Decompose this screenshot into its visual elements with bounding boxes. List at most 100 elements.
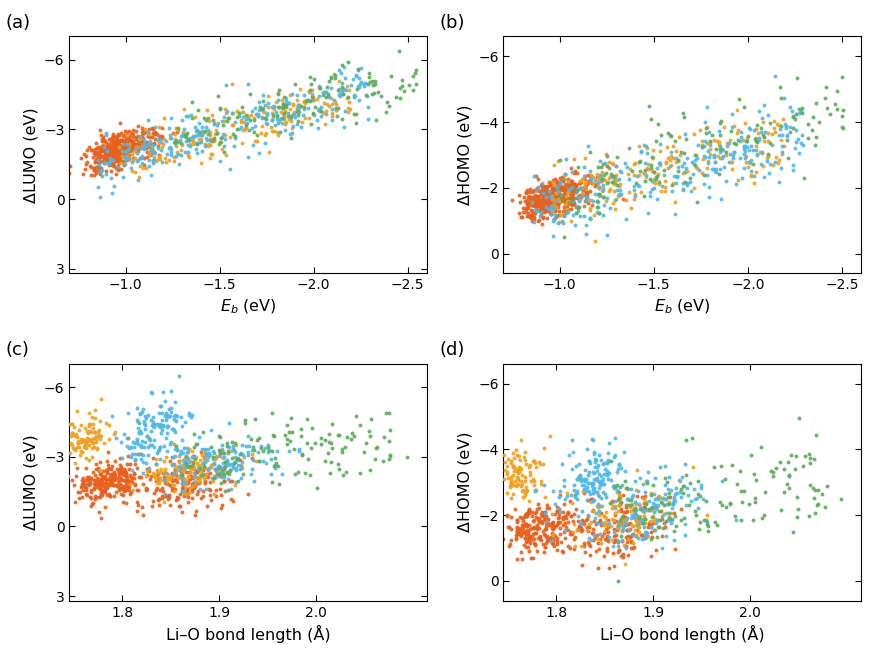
Point [112,485,126,495]
Point [274,114,288,124]
Point [118,470,132,480]
Point [550,503,564,513]
Point [555,210,569,220]
Point [112,144,126,154]
Point [514,530,528,541]
Point [120,137,134,148]
Point [89,464,103,474]
Point [61,470,75,481]
Point [612,189,626,200]
Point [349,118,363,128]
Point [75,478,89,489]
Point [117,134,131,145]
Point [192,463,206,474]
Point [591,562,605,573]
Point [193,446,207,457]
Point [193,464,207,474]
Point [522,520,536,530]
Point [527,514,541,525]
Point [147,129,161,139]
Point [557,202,571,212]
Point [590,530,604,540]
Point [533,200,547,210]
Point [101,468,115,478]
Point [505,194,519,205]
Point [147,139,161,150]
Point [551,186,565,196]
Point [601,536,615,547]
Point [542,187,556,197]
Point [627,159,641,170]
Point [703,144,717,154]
Point [672,474,686,485]
Point [699,515,713,526]
Point [122,139,136,149]
Point [749,133,763,144]
Point [133,153,147,164]
Point [215,467,229,478]
Point [191,473,205,484]
Point [622,525,636,535]
Point [92,147,106,158]
Point [245,453,259,463]
Point [585,196,599,206]
Point [517,511,531,522]
Point [274,107,288,118]
Point [503,455,517,466]
Point [559,206,573,217]
Point [218,116,232,126]
Point [640,148,654,158]
Point [226,461,240,472]
Point [690,493,704,503]
Point [574,183,588,194]
Point [268,453,282,463]
Point [110,481,124,491]
Point [83,434,97,445]
Point [332,87,346,98]
Point [67,430,81,440]
Point [121,139,135,149]
Point [704,136,717,147]
Point [536,206,550,217]
Point [126,142,140,152]
Point [140,147,154,157]
Point [744,449,758,460]
Point [597,469,611,480]
Point [631,519,645,530]
Point [93,466,107,476]
Point [521,201,535,212]
Point [91,476,105,487]
Point [653,139,667,149]
Point [527,212,541,222]
Point [578,182,592,193]
Point [609,535,623,545]
Point [606,481,620,491]
Point [177,461,191,472]
Point [508,503,522,514]
Point [95,151,109,162]
Point [85,493,99,503]
Point [117,135,131,146]
Point [244,468,258,479]
Point [100,155,114,166]
Point [512,475,526,486]
Point [111,141,125,152]
Point [667,171,681,181]
Point [188,453,202,464]
Point [105,140,119,150]
Point [556,205,570,215]
Point [527,200,541,210]
Point [619,476,633,486]
Point [626,529,640,539]
Point [149,454,163,464]
Point [534,205,548,215]
Point [589,475,603,486]
Point [159,136,173,147]
Point [608,507,622,518]
Point [111,136,125,147]
Point [170,147,184,157]
Point [91,463,105,473]
Point [168,464,182,475]
Point [389,92,403,102]
Point [116,474,130,485]
